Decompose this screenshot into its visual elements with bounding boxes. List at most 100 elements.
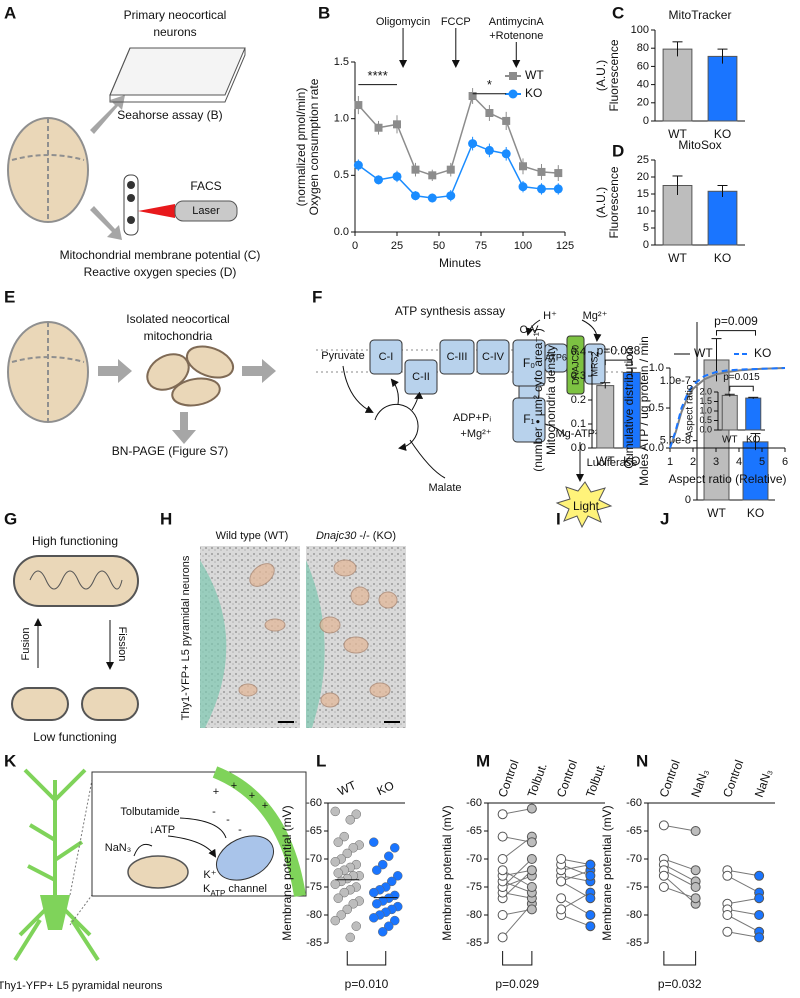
category-label: Control bbox=[657, 758, 683, 799]
pair-line bbox=[663, 858, 696, 871]
marker bbox=[554, 169, 563, 178]
y-tick-label: 0 bbox=[685, 494, 691, 506]
dot bbox=[351, 921, 361, 931]
light-burst bbox=[555, 481, 613, 529]
panel-k: + + + + - - - Tolbutamide ↓ATP NaN₃ K⁺ K… bbox=[0, 766, 307, 992]
y-tick-label: 2.0 bbox=[699, 386, 712, 396]
legend-label: WT bbox=[694, 346, 713, 360]
marker bbox=[427, 193, 437, 203]
bar bbox=[707, 55, 738, 122]
x-tick-label: 125 bbox=[556, 240, 574, 252]
text: Thy1-YFP+ L5 pyramidal neurons bbox=[0, 980, 163, 992]
text: Mitochondrial membrane potential (C) bbox=[60, 248, 261, 262]
panel-e: Isolated neocortical mitochondria BN-PAG… bbox=[7, 312, 276, 458]
text: Wild type (WT) bbox=[216, 530, 289, 542]
marker bbox=[392, 171, 402, 181]
dot bbox=[526, 865, 537, 876]
panel-label: N bbox=[636, 751, 648, 770]
legend-label: WT bbox=[525, 68, 544, 82]
sig-bracket bbox=[729, 385, 754, 392]
x-tick-label: KO bbox=[623, 454, 640, 468]
y-tick-label: -80 bbox=[306, 909, 322, 921]
dot bbox=[390, 915, 400, 926]
y-tick-label: 0.5 bbox=[334, 169, 349, 181]
sig-label: p=0.032 bbox=[658, 977, 702, 991]
dot bbox=[690, 893, 701, 904]
dot bbox=[387, 876, 397, 887]
text: F₀ bbox=[523, 356, 535, 370]
dot bbox=[378, 859, 388, 870]
arrow bbox=[90, 95, 125, 134]
text: Primary neocortical bbox=[124, 8, 227, 22]
dot bbox=[345, 932, 355, 943]
x-tick-label: 2 bbox=[690, 456, 696, 468]
dot bbox=[658, 820, 669, 831]
y-tick-label: 0 bbox=[643, 115, 649, 127]
pair-line bbox=[727, 931, 760, 938]
marker bbox=[484, 145, 494, 155]
sig-bracket bbox=[604, 359, 633, 366]
dot bbox=[348, 843, 358, 853]
dot bbox=[526, 904, 537, 915]
pair-line bbox=[502, 869, 533, 888]
y-tick-label: -60 bbox=[466, 797, 482, 809]
y-tick-label: -80 bbox=[626, 909, 642, 921]
text: Laser bbox=[192, 205, 220, 217]
text: Reactive oxygen species (D) bbox=[84, 265, 237, 279]
sig-bracket bbox=[346, 951, 387, 966]
marker bbox=[468, 139, 478, 149]
text: -/- (KO) bbox=[356, 530, 396, 542]
pair-line bbox=[663, 869, 696, 888]
marker bbox=[446, 165, 455, 174]
well-plate bbox=[109, 47, 246, 96]
y-tick-label: 0.2 bbox=[571, 394, 586, 406]
y-axis-label: Oxygen consumption rate bbox=[307, 78, 321, 215]
dot bbox=[556, 876, 567, 887]
arrow bbox=[90, 206, 122, 240]
text: Thy1-YFP+ L5 pyramidal neurons bbox=[180, 555, 192, 720]
sig-label: **** bbox=[368, 68, 388, 83]
dot bbox=[722, 910, 733, 920]
text: Fusion bbox=[20, 627, 32, 660]
mitochondrion bbox=[185, 345, 235, 379]
text: + bbox=[213, 786, 219, 798]
y-axis-label: Cumulative distribution bbox=[622, 347, 636, 468]
bar bbox=[745, 397, 762, 431]
y-tick-label: 20 bbox=[637, 97, 649, 109]
text: + bbox=[231, 780, 237, 792]
sig-label: p=0.015 bbox=[723, 372, 760, 383]
category-label: WT bbox=[335, 778, 358, 799]
text: F₁ bbox=[523, 412, 534, 426]
dot bbox=[722, 926, 733, 937]
pair-line bbox=[560, 864, 591, 877]
y-axis-label: Membrane potential (mV) bbox=[440, 805, 454, 940]
y-axis-label: Membrane potential (mV) bbox=[280, 805, 294, 940]
dot bbox=[393, 871, 403, 881]
series-line bbox=[357, 142, 559, 199]
dot bbox=[526, 882, 537, 892]
dot bbox=[330, 806, 340, 817]
marker bbox=[411, 165, 420, 174]
katp-channel bbox=[216, 835, 274, 881]
pair-line bbox=[727, 914, 760, 933]
y-tick-label: 1.0 bbox=[334, 113, 349, 125]
complex bbox=[512, 397, 546, 443]
pair-line bbox=[560, 880, 591, 899]
y-tick-label: -75 bbox=[306, 881, 322, 893]
dot bbox=[330, 915, 340, 926]
text: - bbox=[226, 814, 230, 826]
pair-line bbox=[663, 875, 696, 905]
x-tick-label: KO bbox=[714, 127, 731, 141]
panel-label: E bbox=[4, 287, 15, 306]
marker bbox=[354, 101, 363, 110]
panel-label: F bbox=[312, 287, 322, 306]
y-tick-label: -60 bbox=[626, 797, 642, 809]
y-tick-label: 80 bbox=[637, 42, 649, 54]
text: FACS bbox=[190, 179, 221, 193]
dot bbox=[585, 893, 596, 904]
dnajc30 bbox=[566, 335, 585, 395]
dot bbox=[330, 857, 340, 867]
dot bbox=[333, 893, 343, 903]
panel-label: B bbox=[318, 3, 330, 22]
